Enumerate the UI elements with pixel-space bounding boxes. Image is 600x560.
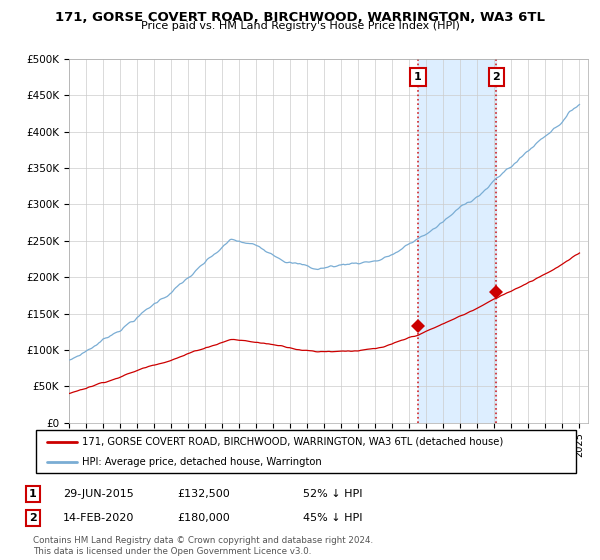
Text: 14-FEB-2020: 14-FEB-2020 <box>63 513 134 523</box>
Text: 171, GORSE COVERT ROAD, BIRCHWOOD, WARRINGTON, WA3 6TL (detached house): 171, GORSE COVERT ROAD, BIRCHWOOD, WARRI… <box>82 437 503 447</box>
Text: 1: 1 <box>414 72 422 82</box>
Bar <box>418 59 496 423</box>
Text: 1: 1 <box>29 489 37 499</box>
Text: £132,500: £132,500 <box>177 489 230 499</box>
Text: Price paid vs. HM Land Registry's House Price Index (HPI): Price paid vs. HM Land Registry's House … <box>140 21 460 31</box>
Text: £180,000: £180,000 <box>177 513 230 523</box>
Text: 52% ↓ HPI: 52% ↓ HPI <box>303 489 362 499</box>
Text: Contains HM Land Registry data © Crown copyright and database right 2024.
This d: Contains HM Land Registry data © Crown c… <box>33 536 373 556</box>
Text: 29-JUN-2015: 29-JUN-2015 <box>63 489 134 499</box>
Text: 2: 2 <box>493 72 500 82</box>
Text: 2: 2 <box>29 513 37 523</box>
Text: HPI: Average price, detached house, Warrington: HPI: Average price, detached house, Warr… <box>82 456 322 466</box>
Text: 171, GORSE COVERT ROAD, BIRCHWOOD, WARRINGTON, WA3 6TL: 171, GORSE COVERT ROAD, BIRCHWOOD, WARRI… <box>55 11 545 24</box>
Text: 45% ↓ HPI: 45% ↓ HPI <box>303 513 362 523</box>
